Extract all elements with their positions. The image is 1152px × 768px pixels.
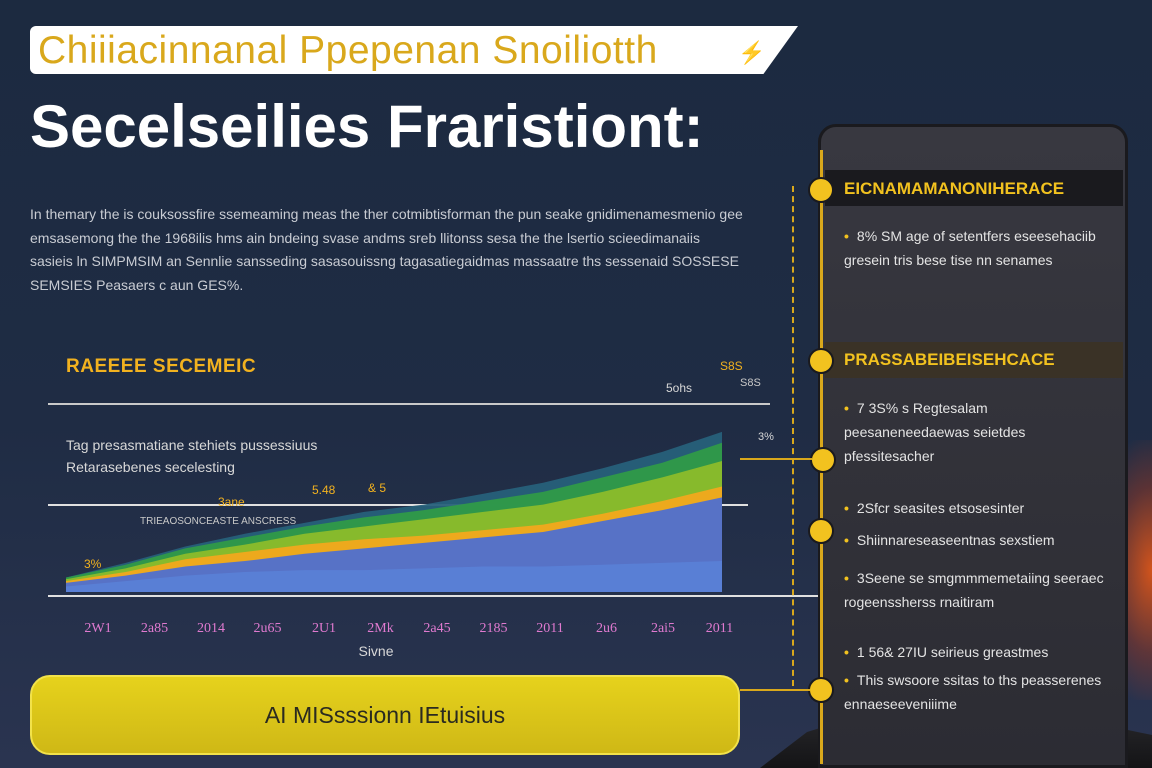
panel-item-text: 7 3S% s Regtesalam peesaneneedaewas seie… bbox=[844, 400, 1026, 464]
area-series-0 bbox=[66, 561, 722, 592]
chart-subtitle: Tag presasmatiane stehiets pussessiuus bbox=[66, 437, 317, 453]
panel-item-text: 8% SM age of setentfers eseesehaciib gre… bbox=[844, 228, 1096, 268]
x-tick-label: 2W1 bbox=[84, 621, 111, 636]
panel-item-text: 1 56& 27IU seirieus greastmes bbox=[856, 644, 1049, 660]
timeline-dot-2[interactable] bbox=[808, 348, 834, 374]
panel-heading-2: PRASSABEIBEISEHCACE bbox=[844, 350, 1055, 369]
x-tick-label: 2011 bbox=[536, 621, 563, 636]
panel-item-text: 2Sfcr seasites etsosesinter bbox=[856, 500, 1025, 516]
panel-item: • 3Seene se smgmmmemetaiing seeraec rogee… bbox=[844, 566, 1114, 614]
x-tick-label: 2a85 bbox=[141, 621, 168, 636]
bullet-icon: • bbox=[844, 672, 849, 688]
banner-text: Chiiiacinnanal Ppepenan Snoiliotth bbox=[38, 29, 658, 72]
bullet-icon: • bbox=[844, 228, 849, 244]
data-label: 3% bbox=[758, 431, 774, 443]
timeline-dot-5[interactable] bbox=[808, 677, 834, 703]
panel-item: • 1 56& 27IU seirieus greastmes bbox=[844, 640, 1114, 664]
x-tick-label: 2014 bbox=[197, 621, 225, 636]
data-label: 5.48 bbox=[312, 483, 336, 497]
x-tick-label: 2011 bbox=[706, 621, 733, 636]
panel-heading-band bbox=[825, 342, 1123, 378]
x-axis-label: Sivne bbox=[358, 643, 393, 659]
bullet-icon: • bbox=[844, 500, 849, 516]
x-tick-label: 2U1 bbox=[312, 621, 336, 636]
panel-heading-band bbox=[825, 170, 1123, 206]
chart-connector bbox=[740, 458, 812, 460]
panel-item-text: This swsoore ssitas to ths peasserenes e… bbox=[844, 672, 1102, 712]
chart-title: RAEEEE SECEMEIC bbox=[66, 356, 257, 377]
timeline-dot-1[interactable] bbox=[808, 177, 834, 203]
x-tick-label: 2Mk bbox=[367, 621, 393, 636]
data-label: S8S bbox=[740, 377, 761, 389]
data-label: & 5 bbox=[368, 481, 386, 495]
mission-button-label: AI MISsssionn IEtuisius bbox=[264, 701, 506, 728]
panel-item-text: 3Seene se smgmmmemetaiing seeraec rogeen… bbox=[844, 570, 1104, 610]
top-banner bbox=[30, 26, 798, 74]
panel-item: • Shiinnareseaseentnas sexstiem bbox=[844, 528, 1114, 552]
button-connector bbox=[740, 689, 810, 691]
data-label: TRIEAOSONCEASTE ANSCRESS bbox=[140, 516, 296, 527]
timeline-dot-3[interactable] bbox=[810, 447, 836, 473]
data-label: 3% bbox=[84, 557, 102, 571]
panel-heading-1: EICNAMAMANONIHERACE bbox=[844, 179, 1065, 198]
data-label: S8S bbox=[720, 359, 743, 373]
x-tick-label: 2u65 bbox=[254, 621, 282, 636]
panel-item-text: Shiinnareseaseentnas sexstiem bbox=[856, 532, 1055, 548]
lightning-icon: ⚡ bbox=[738, 40, 766, 65]
bullet-icon: • bbox=[844, 400, 849, 416]
timeline-dot-4[interactable] bbox=[808, 518, 834, 544]
bullet-icon: • bbox=[844, 570, 849, 586]
intro-paragraph: In themary the is couksossfire ssemeamin… bbox=[30, 206, 743, 293]
panel-item: • 2Sfcr seasites etsosesinter bbox=[844, 496, 1114, 520]
bullet-icon: • bbox=[844, 532, 849, 548]
page-title: Secelseilies Fraristiont: bbox=[30, 93, 704, 160]
panel-item: • This swsoore ssitas to ths peasserenes … bbox=[844, 668, 1114, 716]
data-label: 5ohs bbox=[666, 381, 692, 395]
panel-item: • 7 3S% s Regtesalam peesaneneedaewas sei… bbox=[844, 396, 1114, 468]
data-label: 3ane bbox=[218, 495, 245, 509]
bullet-icon: • bbox=[844, 644, 849, 660]
mission-button[interactable]: AI MISsssionn IEtuisius bbox=[30, 675, 740, 755]
info-panel bbox=[818, 124, 1128, 768]
x-tick-label: 2u6 bbox=[596, 621, 617, 636]
x-tick-label: 2ai5 bbox=[651, 621, 675, 636]
panel-item: • 8% SM age of setentfers eseesehaciib gr… bbox=[844, 224, 1114, 272]
x-tick-label: 2a45 bbox=[423, 621, 450, 636]
x-tick-label: 2185 bbox=[480, 621, 508, 636]
chart-subtitle: Retarasebenes secelesting bbox=[66, 459, 235, 475]
dashed-connector bbox=[792, 186, 794, 686]
